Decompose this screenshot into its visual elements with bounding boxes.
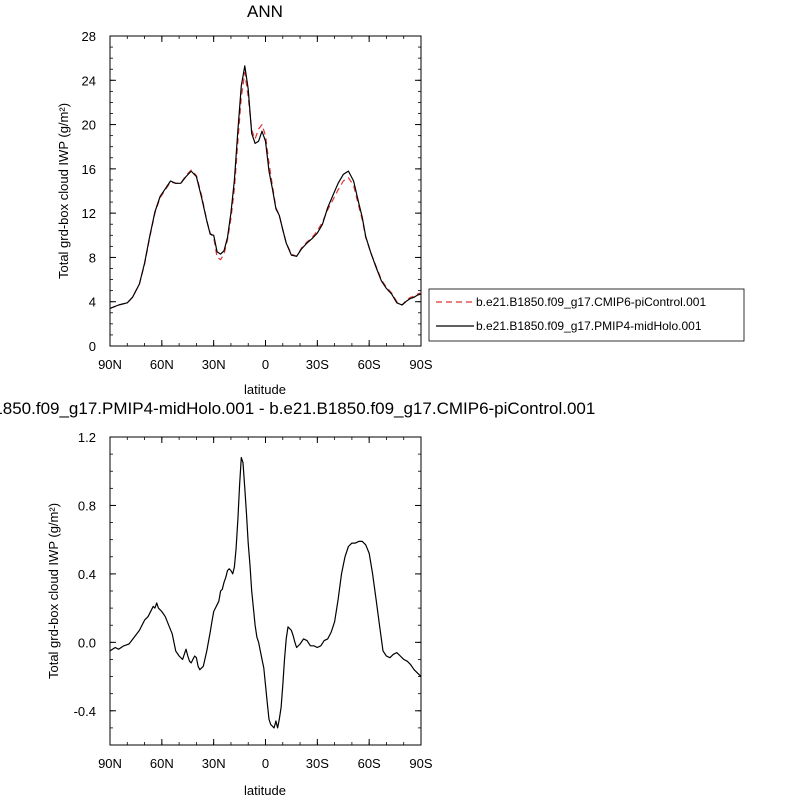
top-chart-title: ANN (247, 2, 283, 21)
bottom-x-axis-label: latitude (244, 783, 286, 798)
top-series-line-1 (109, 65, 422, 309)
bottom-x-tick-label: 0 (262, 756, 269, 771)
top-x-tick-label: 90N (98, 357, 122, 372)
top-plot-frame (109, 35, 422, 347)
top-y-tick-label: 24 (82, 73, 96, 88)
top-y-tick-label: 28 (82, 29, 96, 44)
bottom-x-tick-label: 30N (202, 756, 226, 771)
bottom-y-tick-label: 1.2 (78, 430, 96, 445)
bottom-x-tick-label: 90S (409, 756, 432, 771)
top-y-tick-label: 8 (89, 250, 96, 265)
top-y-axis-label: Total grd-box cloud IWP (g/m²) (56, 103, 71, 279)
top-x-tick-label: 90S (409, 357, 432, 372)
top-y-tick-label: 12 (82, 206, 96, 221)
legend-box (428, 288, 745, 342)
top-y-tick-label: 0 (89, 339, 96, 354)
bottom-axis-ticks: 90N 60N 30N 0 30S 60S 90S -0.4 0.0 0.4 0.8 1.2 (74, 430, 433, 771)
top-x-tick-label: 0 (262, 357, 269, 372)
bottom-x-tick-label: 90N (98, 756, 122, 771)
bottom-series-group (109, 456, 422, 729)
top-panel: ANN 90N 60N 30N 0 30S 60S 90S 0 4 8 12 16 20 24 28 lat… (56, 2, 745, 397)
top-x-axis-label: latitude (244, 382, 286, 397)
legend-label-picontrol: b.e21.B1850.f09_g17.CMIP6-piControl.001 (476, 295, 706, 309)
bottom-y-tick-label: 0.8 (78, 498, 96, 513)
top-x-tick-label: 60N (150, 357, 174, 372)
bottom-panel: b.e21.B1850.f09_g17.PMIP4-midHolo.001 - … (0, 399, 595, 798)
top-x-tick-label: 60S (358, 357, 381, 372)
top-x-tick-label: 30S (306, 357, 329, 372)
bottom-y-tick-label: 0.4 (78, 567, 96, 582)
bottom-y-tick-label: 0.0 (78, 635, 96, 650)
top-x-tick-label: 30N (202, 357, 226, 372)
top-axis-ticks: 90N 60N 30N 0 30S 60S 90S 0 4 8 12 16 20 24 28 (82, 29, 433, 372)
legend: b.e21.B1850.f09_g17.CMIP6-piControl.001 … (428, 288, 745, 342)
top-y-tick-label: 20 (82, 118, 96, 133)
top-y-tick-label: 4 (89, 295, 96, 310)
bottom-x-tick-label: 30S (306, 756, 329, 771)
bottom-chart-title: b.e21.B1850.f09_g17.PMIP4-midHolo.001 - … (0, 399, 595, 418)
top-y-tick-label: 16 (82, 162, 96, 177)
bottom-x-tick-label: 60N (150, 756, 174, 771)
bottom-x-tick-label: 60S (358, 756, 381, 771)
top-series-group (109, 65, 422, 309)
legend-label-midholo: b.e21.B1850.f09_g17.PMIP4-midHolo.001 (476, 319, 702, 333)
top-series-line-0 (109, 71, 422, 309)
bottom-y-tick-label: -0.4 (74, 704, 96, 719)
bottom-y-axis-label: Total grd-box cloud IWP (g/m²) (46, 503, 61, 679)
bottom-series-line-0 (109, 456, 422, 729)
